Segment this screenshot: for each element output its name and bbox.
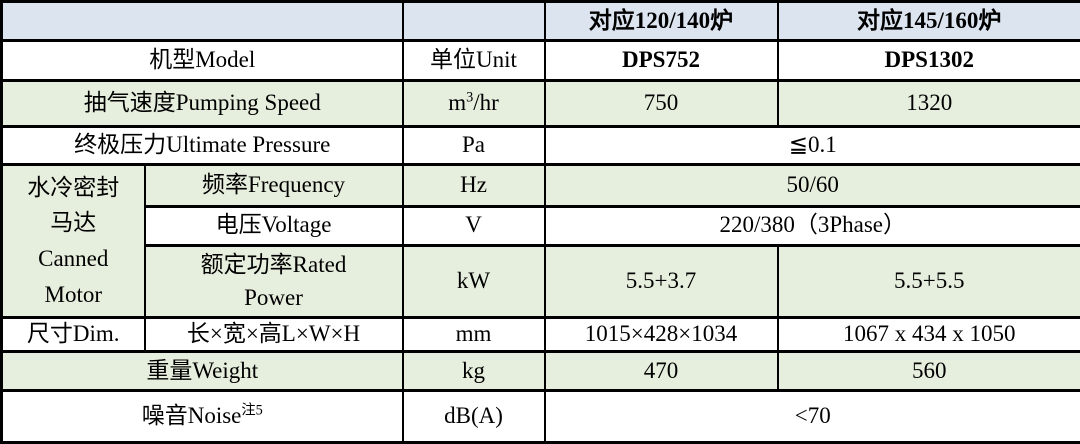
cell-unit-header: 单位Unit bbox=[401, 39, 546, 82]
cell-dim-dps1302: 1067 x 434 x 1050 bbox=[776, 315, 1080, 353]
cell-dim-label: 长×宽×高L×W×H bbox=[143, 315, 404, 353]
cell-pumping-dps752: 750 bbox=[543, 78, 779, 129]
cell-model-label: 机型Model bbox=[0, 39, 404, 82]
rated-power-line1: 额定功率Rated bbox=[200, 252, 347, 278]
cell-pressure-unit: Pa bbox=[401, 125, 546, 167]
cell-pumping-unit: m3/hr bbox=[401, 78, 546, 129]
cell-weight-dps1302: 560 bbox=[776, 349, 1080, 393]
cell-voltage-value: 220/380（3Phase） bbox=[543, 204, 1080, 247]
cell-pumping-dps1302: 1320 bbox=[776, 78, 1080, 129]
row-pumping-speed: 抽气速度Pumping Speed m3/hr 750 1320 bbox=[0, 78, 1080, 129]
cell-voltage-unit: V bbox=[401, 204, 546, 247]
row-furnace-header: 对应120/140炉 对应145/160炉 bbox=[0, 0, 1080, 43]
row-rated-power: 额定功率Rated Power kW 5.5+3.7 5.5+5.5 bbox=[2, 243, 1080, 319]
cell-noise-label: 噪音Noise注5 bbox=[0, 389, 404, 444]
row-dimensions: 尺寸Dim. 长×宽×高L×W×H mm 1015×428×1034 1067 … bbox=[0, 315, 1080, 353]
noise-label-note-sup: 注5 bbox=[241, 402, 263, 419]
cell-rated-power-dps1302: 5.5+5.5 bbox=[776, 243, 1080, 319]
cell-noise-value: <70 bbox=[543, 389, 1080, 444]
row-frequency: 水冷密封 马达 Canned Motor 频率Frequency Hz 50/6… bbox=[0, 163, 1080, 319]
unit-m: m bbox=[448, 89, 467, 115]
cell-frequency-value: 50/60 bbox=[543, 163, 1080, 208]
cell-frequency-label: 频率Frequency bbox=[143, 163, 404, 208]
cell-rated-power-dps752: 5.5+3.7 bbox=[543, 243, 779, 319]
motor-label-line4: Motor bbox=[44, 281, 103, 307]
cell-model-dps752: DPS752 bbox=[543, 39, 779, 82]
cell-dim-group: 尺寸Dim. bbox=[0, 315, 146, 353]
cell-furnace-145-160: 对应145/160炉 bbox=[776, 0, 1080, 43]
cell-dim-unit: mm bbox=[401, 315, 546, 353]
cell-rated-power-label: 额定功率Rated Power bbox=[143, 243, 404, 319]
cell-weight-dps752: 470 bbox=[543, 349, 779, 393]
cell-furnace-120-140: 对应120/140炉 bbox=[543, 0, 779, 43]
cell-dim-dps752: 1015×428×1034 bbox=[543, 315, 779, 353]
row-ultimate-pressure: 终极压力Ultimate Pressure Pa ≦0.1 bbox=[0, 125, 1080, 167]
motor-label-line3: Canned bbox=[38, 246, 109, 272]
cell-rated-power-unit: kW bbox=[401, 243, 546, 319]
noise-label-base: 噪音Noise bbox=[141, 403, 242, 429]
row-voltage: 电压Voltage V 220/380（3Phase） bbox=[2, 204, 1080, 247]
cell-noise-unit: dB(A) bbox=[401, 389, 546, 444]
cell-voltage-label: 电压Voltage bbox=[143, 204, 404, 247]
cell-pressure-label: 终极压力Ultimate Pressure bbox=[0, 125, 404, 167]
cell-furnace-unit-empty bbox=[401, 0, 546, 43]
motor-label-line2: 马达 bbox=[50, 210, 97, 236]
cell-frequency-unit: Hz bbox=[401, 163, 546, 208]
cell-motor-group-label: 水冷密封 马达 Canned Motor bbox=[0, 163, 146, 319]
unit-per-hr: /hr bbox=[473, 89, 499, 115]
cell-weight-label: 重量Weight bbox=[0, 349, 404, 393]
row-weight: 重量Weight kg 470 560 bbox=[0, 349, 1080, 393]
motor-label-line1: 水冷密封 bbox=[27, 174, 120, 200]
row-noise: 噪音Noise注5 dB(A) <70 bbox=[0, 389, 1080, 444]
cell-model-dps1302: DPS1302 bbox=[776, 39, 1080, 82]
row-model: 机型Model 单位Unit DPS752 DPS1302 bbox=[0, 39, 1080, 82]
unit-sup-3: 3 bbox=[466, 89, 474, 106]
cell-furnace-label-empty bbox=[0, 0, 404, 43]
cell-weight-unit: kg bbox=[401, 349, 546, 393]
rated-power-line2: Power bbox=[244, 285, 303, 311]
cell-pumping-label: 抽气速度Pumping Speed bbox=[0, 78, 404, 129]
cell-pressure-value: ≦0.1 bbox=[543, 125, 1080, 167]
